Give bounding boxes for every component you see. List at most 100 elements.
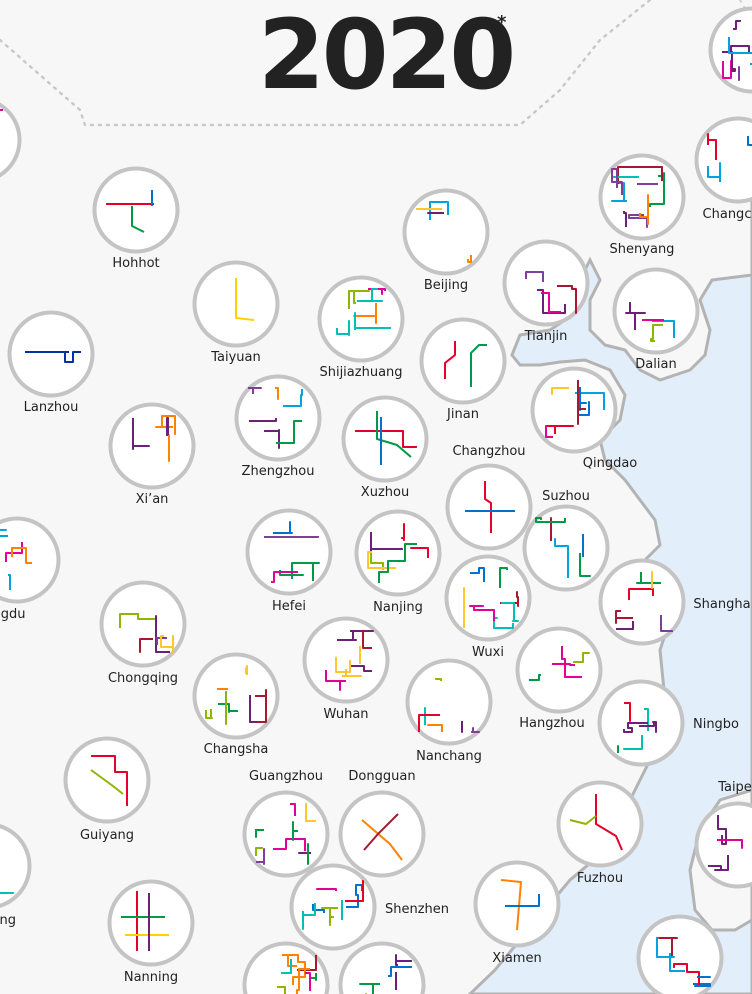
metro-badge-shenzhen[interactable] xyxy=(289,863,377,951)
metro-badge-xian[interactable] xyxy=(108,402,196,490)
metro-line xyxy=(316,888,337,891)
metro-map-icon xyxy=(598,153,686,241)
metro-line xyxy=(25,351,81,363)
metro-badge-kunming[interactable] xyxy=(0,822,32,910)
metro-line xyxy=(119,613,139,628)
city-label-kunming: ing xyxy=(0,913,17,928)
metro-line xyxy=(579,553,591,577)
metro-badge-suzhou[interactable] xyxy=(522,504,610,592)
metro-line xyxy=(166,417,169,436)
metro-line xyxy=(368,288,386,295)
metro-line xyxy=(639,194,649,225)
metro-line xyxy=(362,630,372,649)
metro-badge-taiyuan[interactable] xyxy=(192,260,280,348)
metro-badge-hefei[interactable] xyxy=(245,508,333,596)
badge-ring xyxy=(515,626,603,714)
metro-line xyxy=(505,894,540,907)
metro-line xyxy=(302,903,316,930)
metro-badge-urumqi[interactable] xyxy=(0,96,22,184)
metro-badge-foshan[interactable] xyxy=(242,941,330,994)
metro-badge-chengdu[interactable] xyxy=(0,516,61,604)
metro-badge-beijing[interactable] xyxy=(402,188,490,276)
metro-badge-zhengzhou[interactable] xyxy=(234,374,322,462)
metro-badge-tianjin[interactable] xyxy=(502,239,590,327)
metro-map-icon xyxy=(7,310,95,398)
metro-badge-taipei[interactable] xyxy=(694,801,752,889)
city-label-nanjing: Nanjing xyxy=(373,600,423,615)
badge-ring xyxy=(0,102,22,178)
metro-badge-dongguan2[interactable] xyxy=(338,941,426,994)
metro-badge-shijiazhuang[interactable] xyxy=(317,275,405,363)
city-label-xiamen: Xiamen xyxy=(492,951,542,966)
metro-line xyxy=(499,567,508,588)
badge-ring xyxy=(245,508,333,596)
city-label-shijiazhuang: Shijiazhuang xyxy=(319,365,403,380)
metro-badge-shenyang[interactable] xyxy=(598,153,686,241)
metro-badge-xiamen[interactable] xyxy=(473,860,561,948)
metro-line xyxy=(427,724,443,732)
metro-badge-hangzhou[interactable] xyxy=(515,626,603,714)
metro-badge-harbin[interactable] xyxy=(708,6,752,94)
metro-line xyxy=(717,839,743,849)
badge-ring xyxy=(502,239,590,327)
metro-badge-hohhot[interactable] xyxy=(92,166,180,254)
metro-badge-ningbo[interactable] xyxy=(597,679,685,767)
badge-ring xyxy=(234,374,322,462)
city-label-lanzhou: Lanzhou xyxy=(23,400,79,415)
metro-line xyxy=(547,425,574,434)
metro-badge-changsha[interactable] xyxy=(192,652,280,740)
metro-badge-wuxi[interactable] xyxy=(444,554,532,642)
metro-line xyxy=(611,168,623,195)
metro-badge-dongguan[interactable] xyxy=(338,790,426,878)
metro-line xyxy=(616,621,634,630)
metro-line xyxy=(535,517,566,523)
metro-line xyxy=(255,689,267,723)
metro-line xyxy=(529,674,541,681)
metro-line xyxy=(401,523,405,541)
metro-badge-jinan[interactable] xyxy=(419,317,507,405)
metro-line xyxy=(245,665,248,675)
metro-map-icon xyxy=(473,860,561,948)
metro-map-icon xyxy=(419,317,507,405)
metro-map-icon xyxy=(0,824,32,908)
metro-badge-nanjing[interactable] xyxy=(354,509,442,597)
metro-badge-wuhan[interactable] xyxy=(302,616,390,704)
metro-line xyxy=(669,953,685,972)
metro-badge-chongqing[interactable] xyxy=(99,580,187,668)
badge-ring xyxy=(405,658,493,746)
metro-map-icon xyxy=(444,554,532,642)
metro-line xyxy=(552,663,575,666)
metro-badge-xuzhou[interactable] xyxy=(341,395,429,483)
metro-line xyxy=(750,63,752,65)
metro-line xyxy=(367,551,396,569)
metro-badge-lanzhou[interactable] xyxy=(7,310,95,398)
metro-badge-shanghai[interactable] xyxy=(598,558,686,646)
badge-ring xyxy=(354,509,442,597)
metro-line xyxy=(615,610,633,624)
metro-badge-qingdao[interactable] xyxy=(530,366,618,454)
metro-line xyxy=(573,652,590,663)
metro-line xyxy=(625,302,646,330)
metro-line xyxy=(717,815,727,845)
metro-badge-guangzhou[interactable] xyxy=(242,790,330,878)
metro-line xyxy=(636,572,661,584)
metro-badge-nanning[interactable] xyxy=(107,879,195,967)
metro-badge-nanchang[interactable] xyxy=(405,658,493,746)
metro-badge-changzhou[interactable] xyxy=(445,463,533,551)
metro-badge-dalian[interactable] xyxy=(612,267,700,355)
metro-line xyxy=(264,536,319,538)
metro-badge-wenzhou[interactable] xyxy=(636,914,724,994)
city-label-taipei: Taipe xyxy=(718,780,752,795)
metro-badge-fuzhou[interactable] xyxy=(556,780,644,868)
metro-line xyxy=(325,670,346,691)
metro-map-icon xyxy=(708,6,752,94)
metro-badge-guiyang[interactable] xyxy=(63,736,151,824)
metro-map-icon xyxy=(522,504,610,592)
metro-map-icon xyxy=(245,508,333,596)
badge-ring xyxy=(63,736,151,824)
metro-line xyxy=(577,380,586,425)
metro-line xyxy=(321,907,338,926)
metro-badge-changchun[interactable] xyxy=(694,116,752,204)
badge-ring xyxy=(0,516,61,604)
metro-line xyxy=(747,136,752,146)
